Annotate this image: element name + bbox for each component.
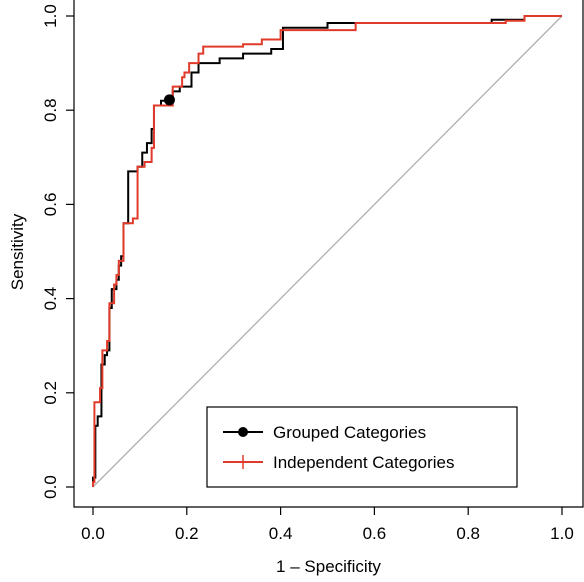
x-tick-label: 1.0 (550, 524, 574, 543)
legend-box (206, 406, 518, 488)
x-tick-label: 0.2 (175, 524, 199, 543)
y-tick-label: 0.2 (41, 381, 60, 405)
y-tick-label: 0.8 (41, 98, 60, 122)
y-tick-label: 0.6 (41, 193, 60, 217)
x-axis-label: 1 – Specificity (276, 557, 381, 576)
x-tick-label: 0.0 (81, 524, 105, 543)
plot-area (92, 15, 563, 488)
optimal-cutoff-point (163, 94, 175, 106)
axes: 0.0 0.2 0.4 0.6 0.8 1.0 0.0 0.2 0.4 0.6 0.8 1.0 1 – … (8, 0, 584, 576)
y-tick-label: 1.0 (41, 4, 60, 28)
y-axis-label: Sensitivity (8, 213, 27, 290)
y-tick-label: 0.0 (41, 475, 60, 499)
legend-marker-grouped-categories (238, 427, 248, 437)
reference-diagonal-line (92, 15, 563, 488)
series-line-grouped-categories (92, 15, 562, 487)
legend-label-grouped-categories: Grouped Categories (273, 423, 426, 442)
plot-frame (73, 0, 584, 508)
y-tick-label: 0.4 (41, 287, 60, 311)
x-tick-label: 0.8 (456, 524, 480, 543)
x-tick-label: 0.4 (269, 524, 293, 543)
legend: Grouped Categories Independent Categories (206, 406, 518, 488)
legend-label-independent-categories: Independent Categories (273, 453, 454, 472)
series-line-independent-categories (92, 15, 562, 487)
x-tick-label: 0.6 (363, 524, 387, 543)
